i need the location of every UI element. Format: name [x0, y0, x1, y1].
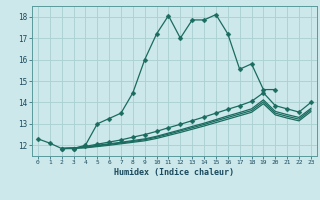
X-axis label: Humidex (Indice chaleur): Humidex (Indice chaleur): [115, 168, 234, 177]
